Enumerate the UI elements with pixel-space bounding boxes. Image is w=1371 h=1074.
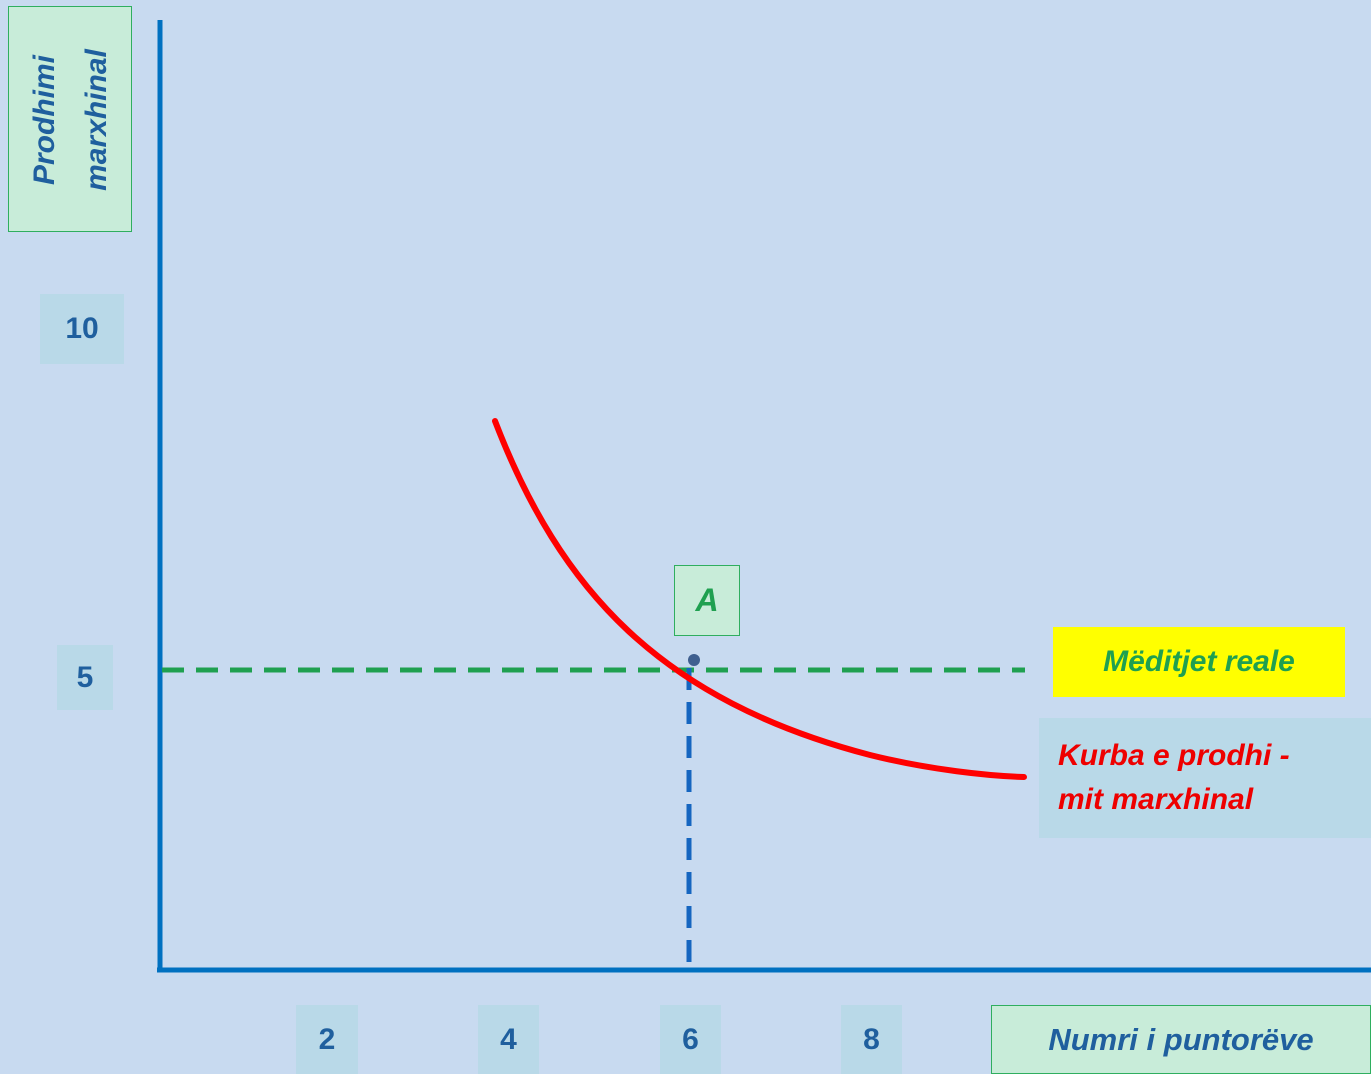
marginal-product-curve [492,418,1027,780]
point-a-marker [688,654,700,666]
y-axis-label-line-2: marxhinal [80,49,113,191]
x-tick-8: 8 [841,1005,902,1074]
y-tick-5: 5 [57,645,113,710]
x-axis-label: Numri i puntorëve [991,1005,1371,1074]
curve-label: Kurba e prodhi - mit marxhinal [1039,718,1371,838]
curve-label-line-1: Kurba e prodhi - [1058,739,1290,772]
curve-label-line-2: mit marxhinal [1058,783,1254,816]
y-axis-label: Prodhimi marxhinal [8,6,132,232]
point-a-label: A [674,565,740,636]
real-wage-label: Mëditjet reale [1053,627,1345,697]
y-axis-label-line-1: Prodhimi [28,54,61,186]
x-tick-4: 4 [478,1005,539,1074]
y-tick-10: 10 [40,294,124,364]
x-tick-6: 6 [660,1005,721,1074]
y-axis-label-text: Prodhimi marxhinal [19,49,123,191]
x-tick-2: 2 [296,1005,358,1074]
